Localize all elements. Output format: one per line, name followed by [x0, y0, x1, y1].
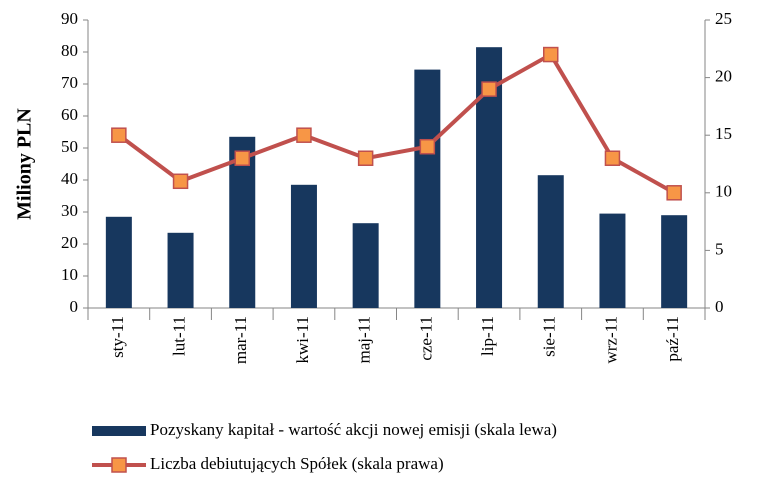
x-tick-label: sie-11 — [540, 316, 559, 357]
x-tick-label: sty-11 — [108, 316, 127, 358]
marker — [419, 138, 436, 155]
y-tick-label: 40 — [61, 169, 78, 188]
x-tick-label: paź-11 — [663, 316, 682, 362]
legend-label: Liczba debiutujących Spółek (skala prawa… — [150, 454, 444, 473]
y2-tick-label: 25 — [715, 9, 732, 28]
bar — [167, 232, 194, 308]
x-tick-label: kwi-11 — [293, 316, 312, 364]
marker — [604, 150, 621, 166]
y2-tick-label: 15 — [715, 124, 732, 143]
bar — [599, 213, 626, 308]
x-tick-label: wrz-11 — [601, 316, 620, 364]
marker — [234, 150, 250, 166]
x-tick-label: maj-11 — [355, 316, 374, 364]
bar — [105, 216, 132, 308]
legend-label: Pozyskany kapitał - wartość akcji nowej … — [150, 420, 557, 439]
bar — [661, 215, 688, 308]
marker — [543, 46, 559, 63]
y-tick-label: 0 — [70, 297, 79, 316]
y-tick-label: 60 — [61, 105, 78, 124]
y-tick-label: 30 — [61, 201, 78, 220]
x-tick-label: mar-11 — [231, 316, 250, 364]
y-axis-label: Miliony PLN — [14, 108, 36, 220]
y2-tick-label: 10 — [715, 182, 732, 201]
y-tick-label: 90 — [61, 9, 78, 28]
bar — [352, 223, 379, 308]
y2-tick-label: 0 — [715, 297, 724, 316]
bar — [537, 175, 564, 308]
y2-tick-label: 20 — [715, 67, 732, 86]
marker — [666, 185, 682, 201]
bar — [290, 184, 317, 308]
legend-marker — [111, 457, 127, 473]
y-tick-label: 70 — [61, 73, 78, 92]
marker — [481, 81, 497, 97]
marker — [357, 150, 374, 166]
marker — [111, 127, 127, 143]
marker — [296, 127, 312, 143]
x-tick-label: lut-11 — [169, 316, 188, 356]
y-tick-label: 10 — [61, 265, 78, 284]
bar — [414, 69, 441, 308]
marker — [172, 173, 189, 190]
y-tick-label: 50 — [61, 137, 78, 156]
legend-swatch — [92, 426, 146, 436]
x-tick-label: cze-11 — [416, 316, 435, 361]
y-tick-label: 80 — [61, 41, 78, 60]
x-tick-label: lip-11 — [478, 316, 497, 356]
y-tick-label: 20 — [61, 233, 78, 252]
y2-tick-label: 5 — [715, 239, 724, 258]
line — [117, 51, 676, 195]
